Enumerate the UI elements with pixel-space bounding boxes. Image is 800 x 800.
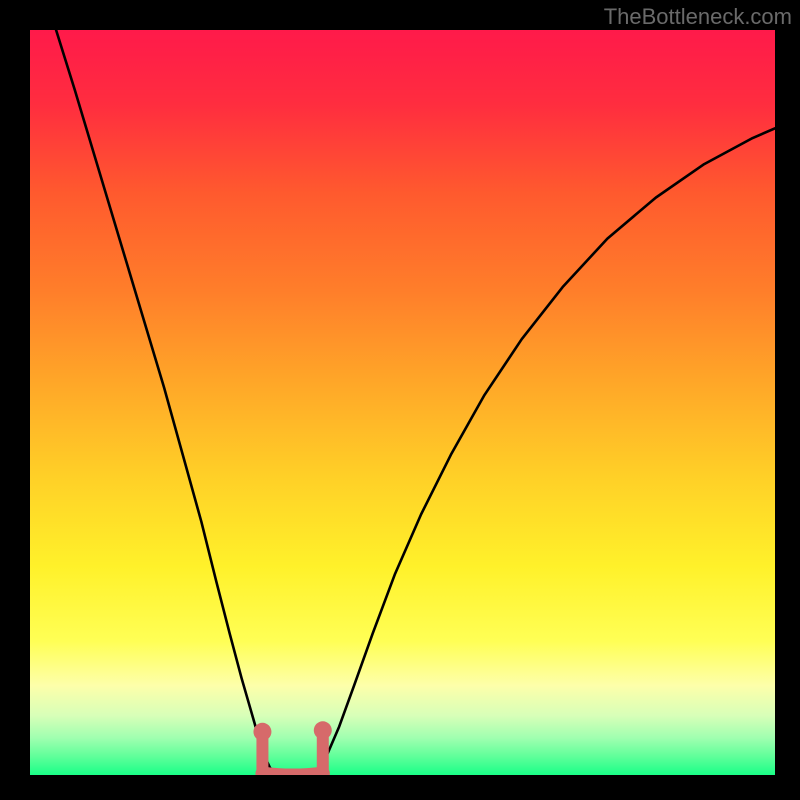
right-marker-head <box>314 721 332 739</box>
left-marker-head <box>253 723 271 741</box>
marker-layer <box>30 30 775 775</box>
plot-area <box>30 30 775 775</box>
watermark-text: TheBottleneck.com <box>604 4 792 30</box>
marker-floor <box>262 774 322 775</box>
markers-group <box>253 721 331 775</box>
